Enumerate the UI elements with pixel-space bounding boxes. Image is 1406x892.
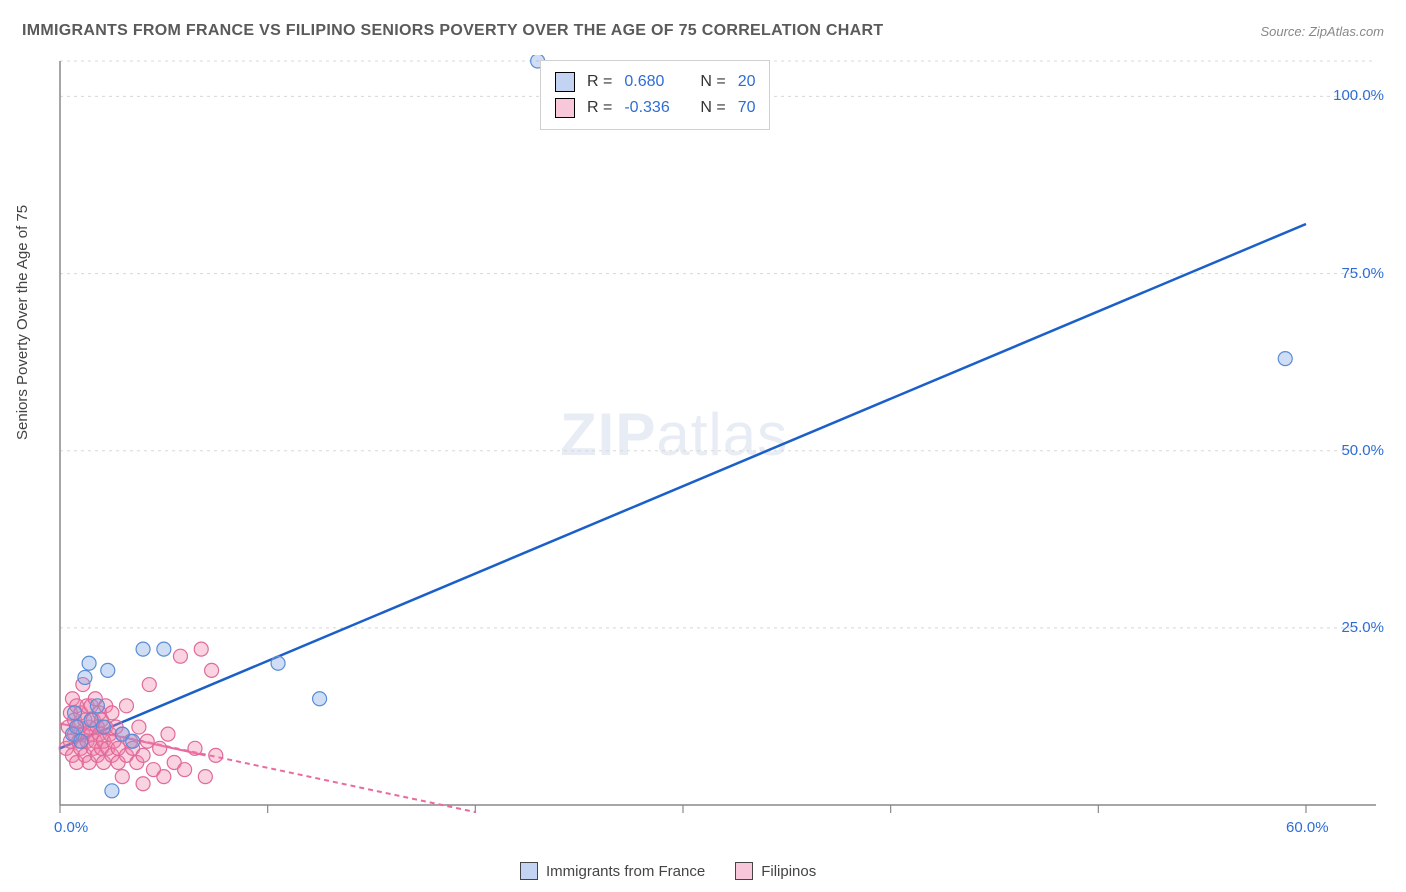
legend-item-france: Immigrants from France xyxy=(520,862,705,880)
r-label: R = xyxy=(587,99,612,117)
legend-swatch-pink xyxy=(555,98,575,118)
correlation-legend: R = 0.680 N = 20 R = -0.336 N = 70 xyxy=(540,60,770,130)
y-tick-label: 75.0% xyxy=(1341,265,1384,282)
legend-row-filipinos: R = -0.336 N = 70 xyxy=(555,95,755,121)
n-value-france: 20 xyxy=(738,73,756,91)
y-tick-label: 50.0% xyxy=(1341,442,1384,459)
series-legend: Immigrants from France Filipinos xyxy=(520,862,816,880)
legend-label-filipinos: Filipinos xyxy=(761,863,816,880)
r-value-filipinos: -0.336 xyxy=(624,99,684,117)
n-label: N = xyxy=(700,73,725,91)
n-label: N = xyxy=(700,99,725,117)
chart-title: IMMIGRANTS FROM FRANCE VS FILIPINO SENIO… xyxy=(22,22,883,40)
y-tick-label: 100.0% xyxy=(1333,87,1384,104)
r-value-france: 0.680 xyxy=(624,73,684,91)
n-value-filipinos: 70 xyxy=(738,99,756,117)
x-tick-label: 60.0% xyxy=(1286,819,1329,836)
legend-item-filipinos: Filipinos xyxy=(735,862,816,880)
y-axis-label: Seniors Poverty Over the Age of 75 xyxy=(14,205,31,440)
x-tick-label: 0.0% xyxy=(54,819,88,836)
legend-label-france: Immigrants from France xyxy=(546,863,705,880)
legend-swatch-blue xyxy=(555,72,575,92)
legend-row-france: R = 0.680 N = 20 xyxy=(555,69,755,95)
source-attribution: Source: ZipAtlas.com xyxy=(1260,24,1384,39)
chart-svg xyxy=(56,55,1386,845)
chart-plot-area xyxy=(56,55,1386,845)
legend-swatch-blue-icon xyxy=(520,862,538,880)
r-label: R = xyxy=(587,73,612,91)
legend-swatch-pink-icon xyxy=(735,862,753,880)
y-tick-label: 25.0% xyxy=(1341,619,1384,636)
